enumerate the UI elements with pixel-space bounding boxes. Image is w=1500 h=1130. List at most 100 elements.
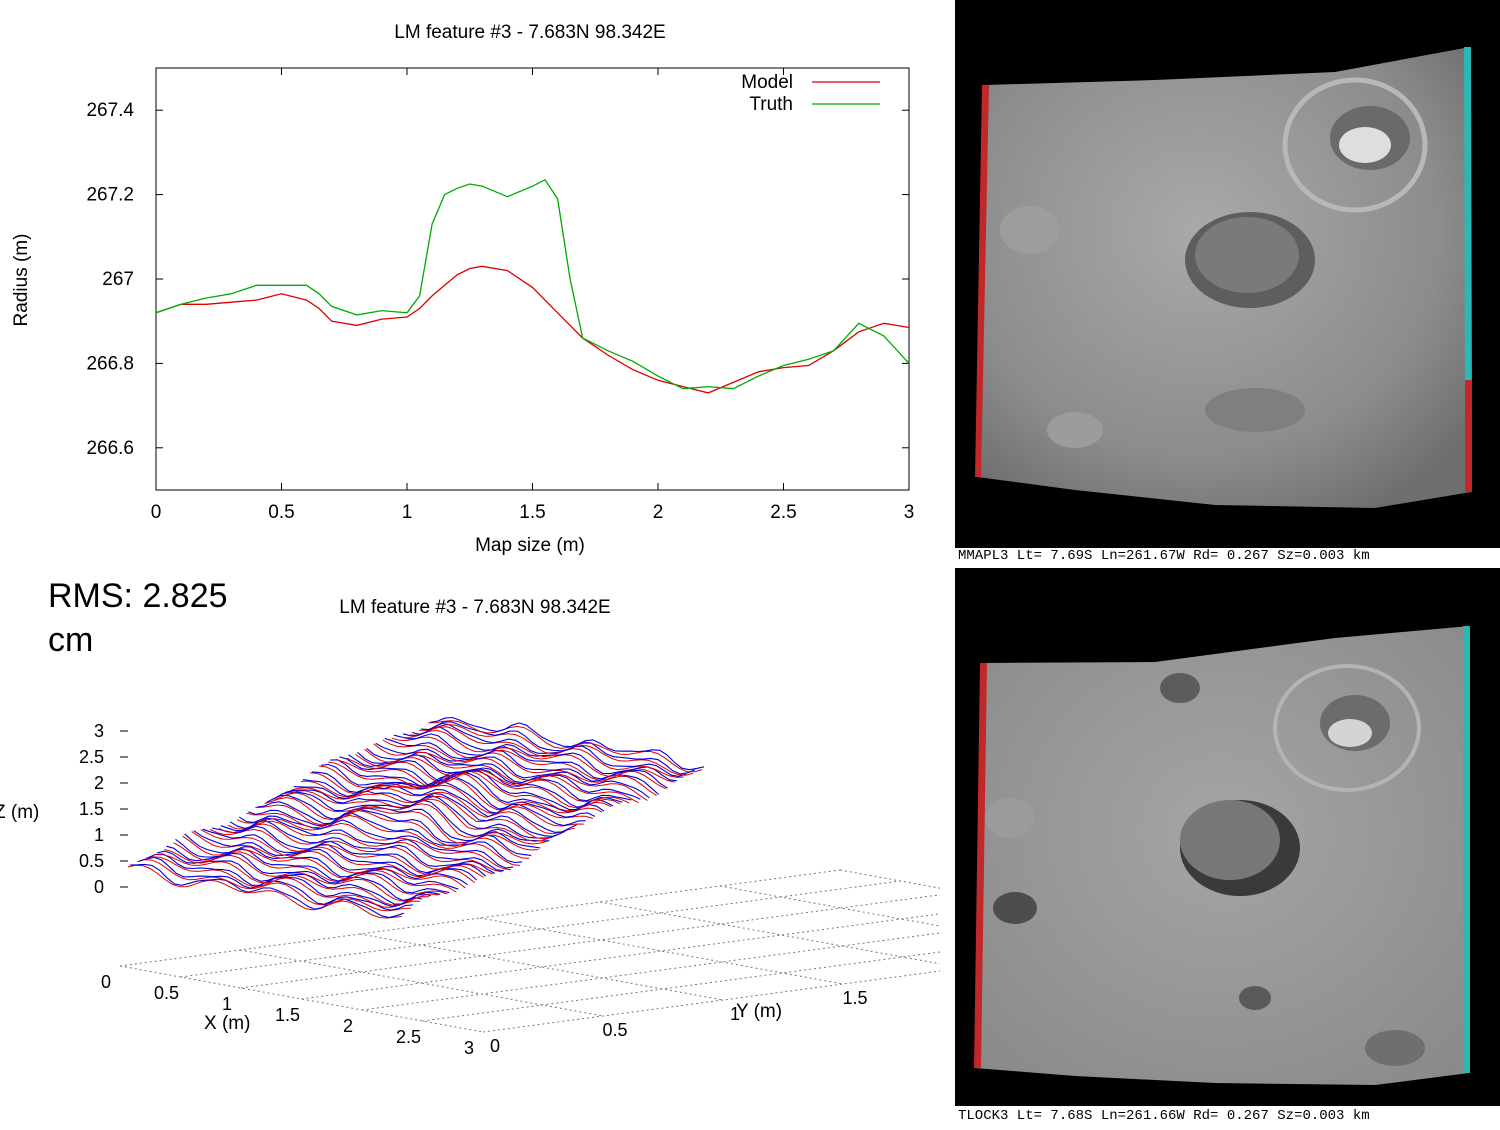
chart-title-3d: LM feature #3 - 7.683N 98.342E xyxy=(339,597,610,618)
surface-3d-chart: LM feature #3 - 7.683N 98.342E 0 0.5 1 1.5 2… xyxy=(0,570,1220,1125)
x-tick-label: 3 xyxy=(904,502,915,523)
legend-label-truth: Truth xyxy=(749,94,793,115)
x-tick-label: 1.5 xyxy=(519,502,545,523)
x-tick-label: 0 xyxy=(151,502,162,523)
surface-line-truth xyxy=(393,733,668,789)
surface-line-model xyxy=(428,720,703,773)
surface-line-truth xyxy=(293,786,568,837)
x-tick-label: 2 xyxy=(653,502,664,523)
y-tick-label-3d: 1.5 xyxy=(842,988,867,1008)
surface-line-model xyxy=(309,772,584,827)
x-tick-label: 0.5 xyxy=(268,502,294,523)
surface-line-model xyxy=(191,831,466,889)
surface-line-model xyxy=(328,761,603,814)
y-tick-label-3d: 0.5 xyxy=(602,1020,627,1040)
surface-line-model xyxy=(264,797,539,851)
surface-line-model xyxy=(337,759,612,812)
y-axis-label: Radius (m) xyxy=(11,234,32,327)
x-axis-label-3d: X (m) xyxy=(204,1013,250,1034)
z-tick-label: 3 xyxy=(94,721,104,741)
surface-line-truth xyxy=(339,756,614,811)
y-axis-label-3d: Y (m) xyxy=(736,1001,782,1022)
z-tick-label: 1 xyxy=(94,825,104,845)
surface-line-model xyxy=(282,790,557,842)
surface-line-model xyxy=(319,765,594,819)
series-lines xyxy=(155,178,910,394)
surface-line-truth xyxy=(266,794,541,849)
rms-readout: RMS: 2.825 cm xyxy=(48,574,278,662)
radius-profile-chart: LM feature #3 - 7.683N 98.342E 0 0.5 1 1.5 2… xyxy=(0,0,940,570)
y-tick-label-3d: 0 xyxy=(490,1036,500,1056)
anaglyph-image-model xyxy=(955,0,1500,548)
x-tick-label-3d: 0.5 xyxy=(154,983,179,1003)
floor-grid-line-y xyxy=(839,869,1204,937)
z-tick-label: 0.5 xyxy=(79,851,104,871)
z-axis: 0 0.5 1 1.5 2 2.5 3 xyxy=(79,721,128,897)
surface-line-truth xyxy=(193,830,468,886)
x-tick-label-3d: 3 xyxy=(464,1038,474,1058)
surface-line-model xyxy=(146,856,421,908)
floor-grid-line-y xyxy=(239,949,604,1017)
y-tick-label: 267.4 xyxy=(86,100,134,121)
surface-line-model xyxy=(218,823,493,875)
x-tick-label-3d: 1 xyxy=(222,994,232,1014)
surface-line-truth xyxy=(147,853,423,908)
surface-line-truth xyxy=(248,809,523,864)
surface-line-model xyxy=(227,820,503,873)
surface-line-model xyxy=(373,743,648,801)
model-terrain-image xyxy=(975,47,1472,508)
surface-line-truth xyxy=(166,845,441,902)
surface-line-truth xyxy=(129,863,404,919)
plot-frame xyxy=(155,67,910,491)
anaglyph-image-truth xyxy=(955,568,1500,1106)
y-tick-label: 266.8 xyxy=(86,353,134,374)
surface-line-truth xyxy=(375,742,650,799)
surface-line-truth xyxy=(229,817,504,872)
chart-title: LM feature #3 - 7.683N 98.342E xyxy=(394,22,665,43)
z-tick-label: 2 xyxy=(94,773,104,793)
z-tick-label: 0 xyxy=(94,877,104,897)
surface-line-model xyxy=(164,848,439,902)
floor-grid-line-y xyxy=(359,933,724,1001)
surface-mesh xyxy=(127,716,705,919)
truth-image-caption: TLOCK3 Lt= 7.68S Ln=261.66W Rd= 0.267 Sz… xyxy=(958,1108,1370,1124)
surface-line-model xyxy=(237,818,512,871)
y-tick-label: 267.2 xyxy=(86,185,134,206)
surface-line-truth xyxy=(157,850,432,905)
x-tick-label-3d: 2.5 xyxy=(396,1027,421,1047)
surface-line-truth xyxy=(430,716,705,771)
x-tick-label: 1 xyxy=(402,502,413,523)
surface-line-model xyxy=(136,859,411,912)
x-tick-label-3d: 1.5 xyxy=(275,1005,300,1025)
surface-3d-svg: LM feature #3 - 7.683N 98.342E 0 0.5 1 1.5 2… xyxy=(0,597,1220,1058)
rms-unit: cm xyxy=(48,621,94,659)
series-line-model xyxy=(155,265,910,394)
x-tick-label-3d: 2 xyxy=(343,1016,353,1036)
surface-line-model xyxy=(419,723,694,776)
surface-line-model xyxy=(209,828,484,878)
z-tick-label: 2.5 xyxy=(79,747,104,767)
x-tick-label: 2.5 xyxy=(770,502,796,523)
floor-grid-line-y xyxy=(479,917,844,985)
surface-line-truth xyxy=(311,771,586,827)
surface-line-model xyxy=(300,780,575,835)
surface-line-model xyxy=(255,804,530,859)
surface-line-truth xyxy=(202,828,477,881)
floor-grid-line-y xyxy=(719,885,1084,953)
legend-label-model: Model xyxy=(741,72,793,93)
surface-line-truth xyxy=(138,856,413,911)
y-tick-label-3d: 1 xyxy=(730,1004,740,1024)
x-axis-label: Map size (m) xyxy=(475,535,585,556)
surface-line-truth xyxy=(175,838,450,894)
z-axis-label: Z (m) xyxy=(0,802,39,823)
y-tick-label: 267 xyxy=(102,269,134,290)
model-image-caption: MMAPL3 Lt= 7.69S Ln=261.67W Rd= 0.267 Sz… xyxy=(958,548,1370,564)
rms-value: RMS: 2.825 xyxy=(48,577,228,615)
y-tick-label: 266.6 xyxy=(86,438,134,459)
surface-line-model xyxy=(127,864,402,919)
surface-line-truth xyxy=(184,833,459,890)
surface-line-truth xyxy=(302,779,577,833)
x-tick-label-3d: 0 xyxy=(101,972,111,992)
surface-line-truth xyxy=(321,763,596,818)
surface-line-model xyxy=(291,787,566,840)
